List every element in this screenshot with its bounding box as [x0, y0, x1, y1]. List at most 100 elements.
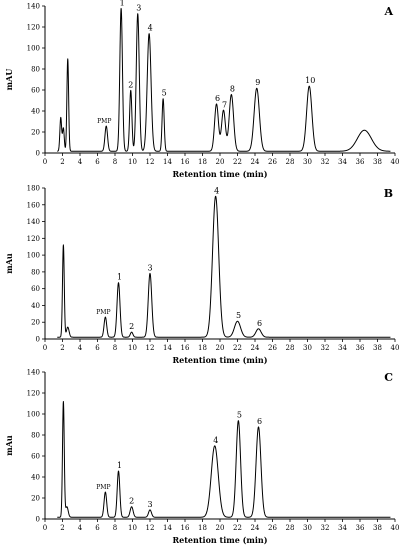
peak-label: 8	[230, 85, 235, 94]
y-tick-label: 140	[27, 3, 40, 11]
x-tick-label: 16	[181, 158, 190, 166]
chart-panel-A: 0 2 4 6 8 10 12 14 16 18 20 22 24 26 28 30 32 34 36 38 40020…	[4, 0, 399, 179]
peak-label: PMP	[97, 118, 111, 125]
x-axis-label: Retention time (min)	[173, 535, 268, 545]
x-tick-label: 24	[251, 158, 260, 166]
x-tick-label: 10	[128, 158, 137, 166]
x-axis-label: Retention time (min)	[173, 169, 268, 179]
peak-label: 2	[129, 322, 134, 331]
panel-label: C	[384, 371, 393, 384]
peak-label: 4	[213, 436, 218, 445]
x-axis-label: Retention time (min)	[173, 355, 268, 365]
y-tick-label: 120	[27, 24, 40, 32]
x-tick-label: 38	[373, 344, 382, 352]
x-tick-label: 28	[286, 158, 295, 166]
y-tick-label: 140	[27, 218, 40, 226]
y-tick-label: 100	[27, 45, 40, 53]
chromatogram-trace	[56, 7, 391, 152]
y-tick-label: 40	[31, 108, 40, 116]
peak-label: 6	[257, 319, 262, 328]
x-tick-label: 32	[321, 344, 330, 352]
x-tick-label: 2	[60, 344, 64, 352]
x-tick-label: 28	[286, 524, 295, 532]
x-tick-label: 8	[113, 524, 117, 532]
x-tick-label: 26	[268, 158, 277, 166]
axis-frame	[44, 188, 395, 340]
x-tick-label: 22	[233, 344, 242, 352]
y-tick-label: 20	[31, 495, 40, 503]
y-tick-label: 100	[27, 411, 40, 419]
y-tick-label: 0	[36, 516, 40, 524]
x-tick-label: 20	[216, 344, 225, 352]
x-tick-label: 34	[338, 158, 347, 166]
x-tick-label: 6	[95, 524, 100, 532]
peak-label: PMP	[96, 309, 110, 316]
peak-label: 2	[129, 497, 134, 506]
y-tick-label: 40	[31, 302, 40, 310]
x-tick-label: 34	[338, 524, 347, 532]
peak-label: 5	[237, 411, 242, 420]
x-tick-label: 36	[356, 524, 365, 532]
y-axis-label: mAu	[4, 435, 14, 456]
x-tick-label: 4	[78, 344, 83, 352]
x-tick-label: 10	[128, 344, 137, 352]
x-tick-label: 12	[146, 524, 155, 532]
peak-label: 4	[148, 24, 153, 33]
x-tick-label: 34	[338, 344, 347, 352]
y-tick-label: 100	[27, 252, 40, 260]
x-tick-label: 20	[216, 158, 225, 166]
x-tick-label: 0	[43, 524, 47, 532]
chart-panel-B: 0 2 4 6 8 10 12 14 16 18 20 22 24 26 28 30 32 34 36 38 40020…	[4, 185, 399, 366]
x-tick-label: 26	[268, 524, 277, 532]
y-axis-label: mAu	[4, 253, 14, 274]
x-tick-label: 32	[321, 524, 330, 532]
y-tick-label: 80	[31, 66, 40, 74]
peak-label: 7	[222, 100, 227, 109]
x-tick-label: 4	[78, 524, 83, 532]
y-tick-label: 140	[27, 369, 40, 377]
x-tick-label: 2	[60, 158, 64, 166]
y-tick-label: 60	[31, 87, 40, 95]
x-tick-label: 36	[356, 344, 365, 352]
x-tick-label: 0	[43, 344, 47, 352]
axis-frame	[44, 6, 395, 154]
x-tick-label: 14	[163, 158, 172, 166]
peak-label: 6	[215, 94, 220, 103]
x-tick-label: 38	[373, 524, 382, 532]
x-tick-label: 0	[43, 158, 47, 166]
peak-label: 3	[147, 263, 152, 272]
y-tick-label: 20	[31, 319, 40, 327]
x-tick-label: 30	[303, 344, 312, 352]
peak-label: 5	[162, 89, 167, 98]
y-tick-label: 0	[36, 150, 40, 158]
peak-label: 10	[305, 76, 315, 85]
x-tick-label: 18	[198, 524, 207, 532]
y-axis-label: mAU	[4, 69, 14, 91]
x-tick-label: 12	[146, 158, 155, 166]
peak-label: 2	[128, 80, 133, 89]
x-tick-label: 8	[113, 158, 117, 166]
chart-panel-C: 0 2 4 6 8 10 12 14 16 18 20 22 24 26 28 30 32 34 36 38 40020…	[4, 369, 399, 546]
y-tick-label: 60	[31, 285, 40, 293]
y-tick-label: 60	[31, 453, 40, 461]
x-tick-label: 20	[216, 524, 225, 532]
x-tick-label: 22	[233, 524, 242, 532]
x-tick-label: 36	[356, 158, 365, 166]
y-tick-label: 40	[31, 474, 40, 482]
chromatogram-trace	[56, 400, 391, 518]
x-tick-label: 24	[251, 524, 260, 532]
y-tick-label: 180	[27, 185, 40, 193]
peak-label: 1	[117, 461, 122, 470]
x-tick-label: 18	[198, 344, 207, 352]
x-tick-label: 28	[286, 344, 295, 352]
x-tick-label: 16	[181, 344, 190, 352]
peak-label: 6	[257, 417, 262, 426]
x-tick-label: 12	[146, 344, 155, 352]
x-tick-label: 14	[163, 524, 172, 532]
x-tick-label: 38	[373, 158, 382, 166]
y-tick-label: 120	[27, 235, 40, 243]
x-tick-label: 30	[303, 524, 312, 532]
y-tick-label: 80	[31, 432, 40, 440]
